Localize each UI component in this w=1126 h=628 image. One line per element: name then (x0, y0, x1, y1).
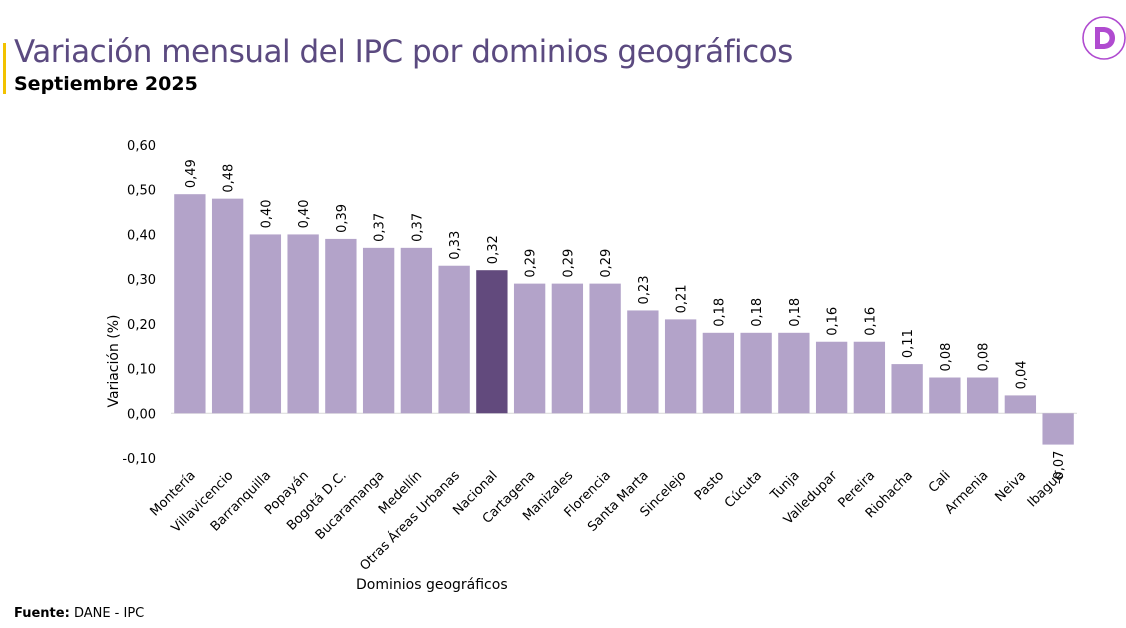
y-tick-label: 0,50 (127, 184, 156, 199)
bar-series (174, 194, 1074, 445)
data-label: 0,18 (750, 298, 765, 327)
bar (891, 364, 923, 414)
data-label: 0,48 (222, 164, 237, 193)
data-label: 0,23 (637, 275, 652, 304)
y-axis-title: Variación (%) (106, 315, 122, 408)
data-label: 0,39 (335, 204, 350, 233)
bar (702, 332, 735, 414)
y-tick-label: 0,20 (127, 318, 156, 333)
y-axis: -0,10 0,00 0,10 0,20 0,30 0,40 0,50 0,60 (122, 139, 156, 467)
x-tick-label: Cúcuta (722, 468, 765, 511)
data-label: 0,16 (826, 307, 841, 336)
data-label: 0,08 (977, 343, 992, 372)
dane-d-logo-icon (1080, 14, 1126, 62)
x-tick-label: Tunja (767, 468, 802, 503)
y-tick-label: 0,40 (127, 228, 156, 243)
data-label: 0,29 (524, 249, 539, 278)
data-label: 0,18 (788, 298, 803, 327)
bar (778, 332, 810, 414)
y-tick-label: 0,00 (127, 407, 156, 422)
bar (476, 270, 508, 414)
bar (627, 310, 659, 414)
bar (966, 377, 999, 414)
bar (853, 341, 886, 414)
bar (325, 238, 357, 414)
page-subtitle: Septiembre 2025 (14, 73, 198, 95)
bar (929, 377, 961, 414)
bar (664, 319, 697, 414)
data-label: 0,04 (1014, 360, 1029, 389)
x-axis-title: Dominios geográficos (356, 577, 508, 593)
x-tick-label: Ibagué (1025, 468, 1067, 510)
y-tick-label: 0,30 (127, 273, 156, 288)
bar (815, 341, 848, 414)
data-label: 0,40 (259, 199, 274, 228)
bar (249, 234, 282, 414)
data-label: 0,37 (410, 213, 425, 242)
source-value: DANE - IPC (73, 606, 145, 621)
data-label: 0,29 (599, 249, 614, 278)
x-axis: MonteríaVillavicencioBarranquillaPopayán… (147, 467, 1066, 574)
bar (589, 283, 621, 414)
bar (287, 234, 319, 414)
data-label: 0,11 (901, 329, 916, 358)
title-accent-bar (3, 43, 6, 94)
data-label: 0,32 (486, 235, 501, 264)
page-title: Variación mensual del IPC por dominios g… (14, 34, 793, 70)
x-tick-label: Neiva (992, 468, 1029, 505)
data-label: 0,16 (863, 307, 878, 336)
bar (551, 283, 584, 414)
y-tick-label: 0,60 (127, 139, 156, 154)
bar (438, 265, 470, 414)
bar (211, 198, 244, 414)
data-label: 0,29 (561, 249, 576, 278)
y-tick-label: -0,10 (122, 452, 156, 467)
x-tick-label: Cali (926, 468, 954, 496)
data-labels: 0,49 0,48 0,40 0,40 0,39 0,37 0,37 0,33 0,32 0,29… (184, 159, 1067, 484)
data-label: 0,40 (297, 199, 312, 228)
bar (513, 283, 546, 414)
source-note: Fuente: DANE - IPC (14, 606, 144, 621)
data-label: 0,49 (184, 159, 199, 188)
data-label: 0,08 (939, 343, 954, 372)
data-label: 0,18 (712, 298, 727, 327)
data-label: 0,33 (448, 231, 463, 260)
x-tick-label: Pasto (692, 468, 727, 503)
source-label: Fuente: (14, 606, 70, 621)
y-tick-label: 0,10 (127, 363, 156, 378)
bar (1004, 395, 1037, 414)
data-label: 0,21 (675, 284, 690, 313)
bar (362, 247, 395, 414)
bar (1042, 413, 1074, 445)
bar (400, 247, 433, 414)
bar (174, 194, 206, 414)
data-label: 0,37 (373, 213, 388, 242)
bar (740, 332, 772, 414)
data-label: -0,07 (1052, 451, 1067, 485)
